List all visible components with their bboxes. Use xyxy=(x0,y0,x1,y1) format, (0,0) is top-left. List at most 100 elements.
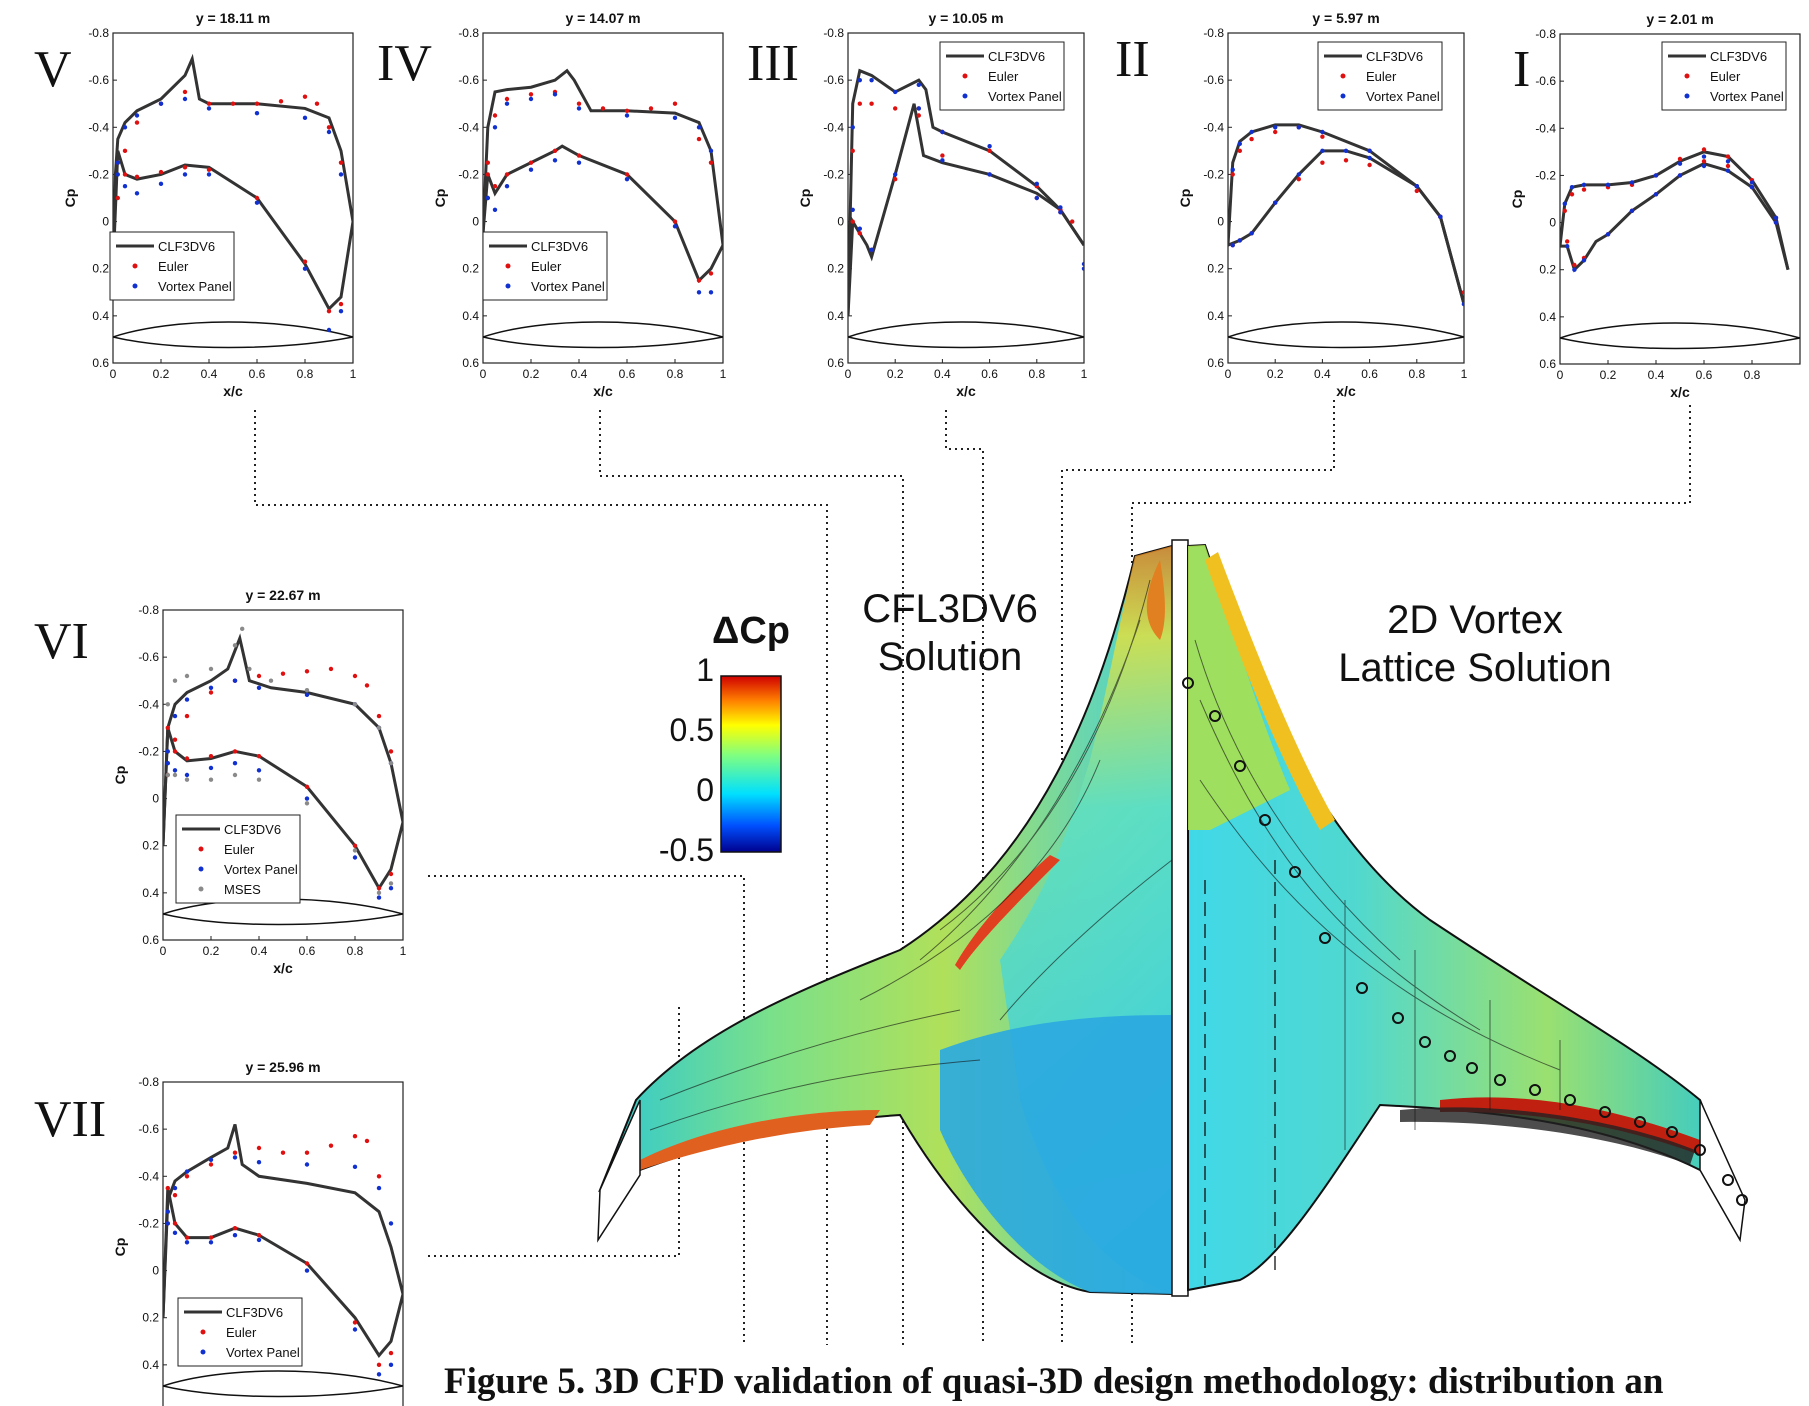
y-tick-label: 0.6 xyxy=(462,356,479,370)
data-point xyxy=(165,761,170,766)
cp-plot-v: y = 18.11 m-0.8-0.6-0.4-0.200.20.40.60 0.… xyxy=(62,10,357,399)
series-euler-lower xyxy=(165,1185,394,1368)
data-point xyxy=(172,713,178,719)
data-point xyxy=(302,266,308,271)
data-point xyxy=(1653,192,1659,197)
vortex-lattice-half-wing xyxy=(1182,543,1748,1292)
data-point xyxy=(302,94,308,99)
x-tick-label: 0.4 xyxy=(251,944,268,958)
cp-plot-i: y = 2.01 m-0.8-0.6-0.4-0.200.20.40.60 0.2… xyxy=(1509,11,1801,400)
legend-label: Euler xyxy=(531,259,562,274)
data-point xyxy=(857,77,862,83)
data-point xyxy=(172,1221,178,1226)
data-point xyxy=(232,749,238,754)
x-tick-label: 0.2 xyxy=(1600,368,1617,382)
data-point xyxy=(184,1174,190,1179)
data-point xyxy=(376,713,382,719)
x-tick-label: 0 xyxy=(1557,368,1564,382)
x-tick-label: 0 xyxy=(845,367,852,381)
data-point xyxy=(184,1235,190,1240)
data-point xyxy=(1677,161,1683,166)
legend-label: Vortex Panel xyxy=(1366,89,1440,104)
data-point xyxy=(492,125,498,130)
data-point xyxy=(376,1174,382,1179)
data-point xyxy=(1249,231,1254,236)
series-vortex-panel-lower xyxy=(165,1221,394,1377)
data-point xyxy=(165,702,170,707)
data-point xyxy=(208,1162,214,1167)
plot-title: y = 2.01 m xyxy=(1646,11,1713,27)
roman-label-vii: VII xyxy=(34,1091,107,1148)
data-point xyxy=(492,113,498,118)
airfoil-outline xyxy=(113,321,353,349)
data-point xyxy=(696,136,702,142)
series-vortex-panel-upper xyxy=(115,96,344,177)
legend-swatch xyxy=(1684,73,1690,79)
legend-label: CLF3DV6 xyxy=(1366,49,1423,64)
data-point xyxy=(1081,261,1084,267)
data-point xyxy=(352,843,358,848)
x-tick-label: 0.6 xyxy=(1361,367,1378,381)
data-point xyxy=(893,106,898,111)
data-point xyxy=(232,1233,238,1238)
data-point xyxy=(1343,148,1349,154)
data-point xyxy=(184,1240,190,1245)
legend-label: Vortex Panel xyxy=(226,1345,300,1360)
data-point xyxy=(1562,208,1567,213)
data-point xyxy=(485,160,490,165)
y-tick-label: -0.2 xyxy=(88,167,109,181)
plot-title: y = 14.07 m xyxy=(565,10,640,26)
series-vortex-panel-lower xyxy=(115,172,344,333)
data-point xyxy=(172,678,178,683)
cfl3dv6-label-line2: Solution xyxy=(877,635,1023,679)
x-tick-label: 0.8 xyxy=(347,944,364,958)
x-tick-label: 1 xyxy=(1461,367,1468,381)
data-point xyxy=(492,207,498,212)
data-point xyxy=(304,1261,310,1266)
data-point xyxy=(1677,173,1683,178)
data-point xyxy=(624,113,630,118)
data-point xyxy=(256,1159,262,1165)
data-point xyxy=(696,290,702,295)
x-tick-label: 0.4 xyxy=(1648,368,1665,382)
data-point xyxy=(240,626,245,632)
data-point xyxy=(326,129,332,135)
x-tick-label: 0.2 xyxy=(153,367,170,381)
data-point xyxy=(1773,220,1779,225)
data-point xyxy=(208,685,214,690)
x-axis-label: x/c xyxy=(593,383,613,399)
data-point xyxy=(1581,187,1587,192)
legend-swatch xyxy=(132,283,138,289)
data-point xyxy=(552,148,558,154)
legend-label: CLF3DV6 xyxy=(224,822,281,837)
data-point xyxy=(304,796,310,801)
colorbar-tick-0: 0 xyxy=(696,772,714,808)
data-point xyxy=(328,666,334,672)
data-point xyxy=(115,195,121,201)
series-clf3dv6-upper xyxy=(483,68,723,246)
data-point xyxy=(1581,258,1587,263)
legend-label: Vortex Panel xyxy=(158,279,232,294)
plot-title: y = 10.05 m xyxy=(928,10,1003,26)
data-point xyxy=(364,683,370,688)
y-tick-label: 0 xyxy=(1217,215,1224,229)
data-point xyxy=(1572,262,1577,268)
legend-swatch xyxy=(962,93,968,99)
data-point xyxy=(122,172,128,177)
data-point xyxy=(172,1192,178,1198)
legend-label: Euler xyxy=(988,69,1019,84)
y-tick-label: 0.4 xyxy=(142,1358,159,1372)
data-point xyxy=(1605,182,1611,188)
data-point xyxy=(247,666,252,672)
colorbar xyxy=(720,675,782,853)
data-point xyxy=(1367,148,1372,154)
data-point xyxy=(182,89,188,95)
y-tick-label: -0.4 xyxy=(138,697,159,711)
data-point xyxy=(302,115,308,121)
colorbar-title: ΔCp xyxy=(712,610,790,652)
legend-box xyxy=(939,41,1065,111)
data-point xyxy=(364,1138,370,1144)
data-point xyxy=(376,725,382,731)
series-vortex-panel-upper xyxy=(850,77,1084,271)
y-axis-label: Cp xyxy=(112,766,128,785)
